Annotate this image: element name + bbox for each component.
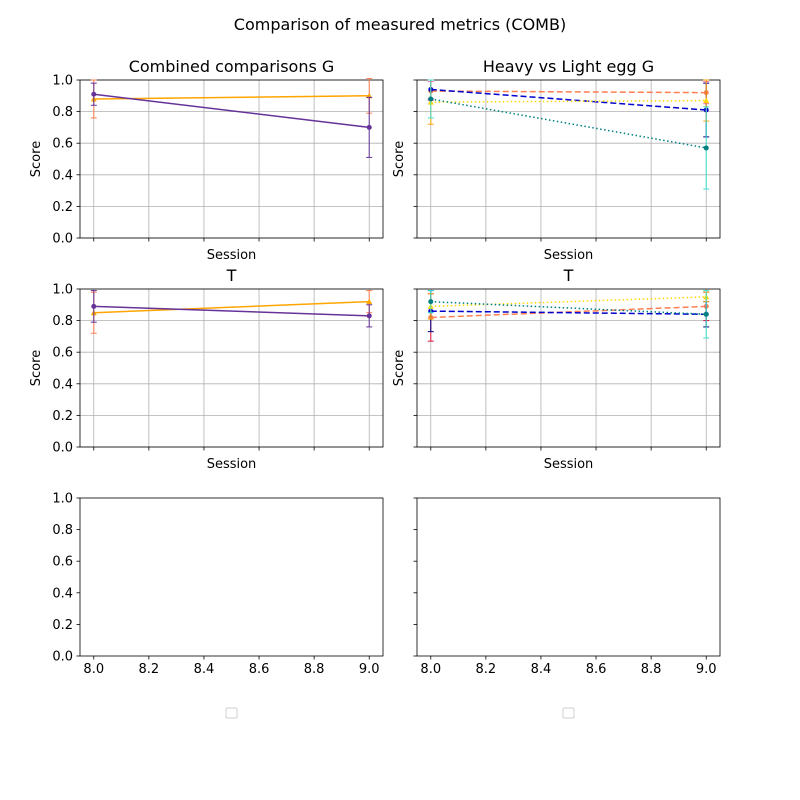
x-axis-label: Session	[207, 248, 257, 263]
x-tick-label: 8.2	[139, 662, 160, 677]
x-tick-label: 9.0	[359, 662, 380, 677]
subplot-4: T Session Score	[392, 266, 721, 472]
data-point	[366, 124, 372, 130]
data-point	[703, 311, 709, 317]
x-tick-label: 8.6	[586, 662, 607, 677]
y-tick-label: 0.6	[52, 555, 73, 570]
y-tick-label: 1.0	[52, 283, 73, 298]
data-point	[366, 298, 373, 305]
series-line	[93, 93, 370, 129]
x-axis-label: Session	[207, 457, 257, 472]
axes-frame	[79, 79, 384, 239]
subplot-title: Combined comparisons G	[129, 57, 335, 76]
y-tick-label: 0.6	[52, 346, 73, 361]
y-tick-label: 0.2	[52, 200, 73, 215]
y-tick-label: 0.4	[52, 168, 73, 183]
y-axis-label: Score	[392, 350, 407, 386]
data-point	[91, 303, 97, 309]
series-line	[93, 95, 370, 100]
x-tick-label: 8.0	[83, 662, 104, 677]
y-tick-label: 0.0	[52, 441, 73, 456]
y-axis-label: Score	[29, 141, 44, 177]
y-tick-label: 0.0	[52, 232, 73, 247]
legend-box	[562, 707, 575, 719]
y-tick-label: 0.4	[52, 586, 73, 601]
x-axis-label: Session	[544, 457, 594, 472]
y-tick-label: 0.2	[52, 409, 73, 424]
axes-frame	[416, 497, 721, 657]
x-tick-label: 8.6	[249, 662, 270, 677]
axes-frame	[416, 79, 721, 239]
x-tick-label: 8.4	[531, 662, 552, 677]
y-tick-label: 0.8	[52, 105, 73, 120]
y-tick-label: 0.0	[52, 650, 73, 665]
data-point	[703, 145, 709, 151]
subplot-grid: 0.0 0.2 0.4 0.6 0.8 1.0 Combined comparisons G…	[29, 57, 721, 719]
axes-frame	[416, 288, 721, 448]
subplot-title: Heavy vs Light egg G	[483, 57, 654, 76]
series-line	[93, 300, 370, 314]
x-tick-label: 9.0	[696, 662, 717, 677]
data-point	[428, 299, 434, 305]
series-line	[430, 305, 707, 319]
axes-frame	[79, 288, 384, 448]
subplot-2: Heavy vs Light egg G Session Score	[392, 57, 721, 263]
series-4	[427, 290, 710, 339]
x-tick-label: 8.4	[194, 662, 215, 677]
subplot-1: 0.0 0.2 0.4 0.6 0.8 1.0 Combined comparisons G…	[29, 57, 384, 263]
series-2	[90, 290, 373, 328]
series-line	[430, 90, 707, 94]
x-tick-label: 8.0	[420, 662, 441, 677]
data-point	[703, 97, 710, 104]
y-axis-label: Score	[29, 350, 44, 386]
series-4	[427, 79, 710, 190]
subplot-title: T	[226, 266, 237, 285]
subplot-title: T	[563, 266, 574, 285]
subplot-6: 8.0 8.2 8.4 8.6 8.8 9.0	[413, 497, 721, 719]
series-2	[90, 82, 373, 158]
data-point	[428, 96, 434, 102]
x-axis-label: Session	[544, 248, 594, 263]
series-line	[93, 305, 370, 317]
y-axis-label: Score	[392, 141, 407, 177]
series-line	[430, 88, 707, 111]
data-point	[366, 313, 372, 319]
y-tick-label: 0.8	[52, 523, 73, 538]
y-tick-label: 1.0	[52, 74, 73, 89]
y-tick-label: 0.4	[52, 377, 73, 392]
y-tick-label: 0.2	[52, 618, 73, 633]
y-tick-label: 0.8	[52, 314, 73, 329]
x-tick-label: 8.2	[476, 662, 497, 677]
figure-suptitle: Comparison of measured metrics (COMB)	[234, 15, 566, 34]
series-line	[430, 310, 707, 316]
data-point	[91, 91, 97, 97]
x-tick-label: 8.8	[304, 662, 325, 677]
x-tick-label: 8.8	[641, 662, 662, 677]
subplot-3: 0.0 0.2 0.4 0.6 0.8 1.0 T Session Score	[29, 266, 384, 472]
axes-frame	[79, 497, 384, 657]
subplot-5: 0.0 0.2 0.4 0.6 0.8 1.0 8.0 8.2 8.4 8.6 8.8 9.0	[52, 492, 384, 719]
y-tick-label: 0.6	[52, 137, 73, 152]
legend-box	[225, 707, 238, 719]
series-line	[430, 98, 707, 149]
y-tick-label: 1.0	[52, 492, 73, 507]
